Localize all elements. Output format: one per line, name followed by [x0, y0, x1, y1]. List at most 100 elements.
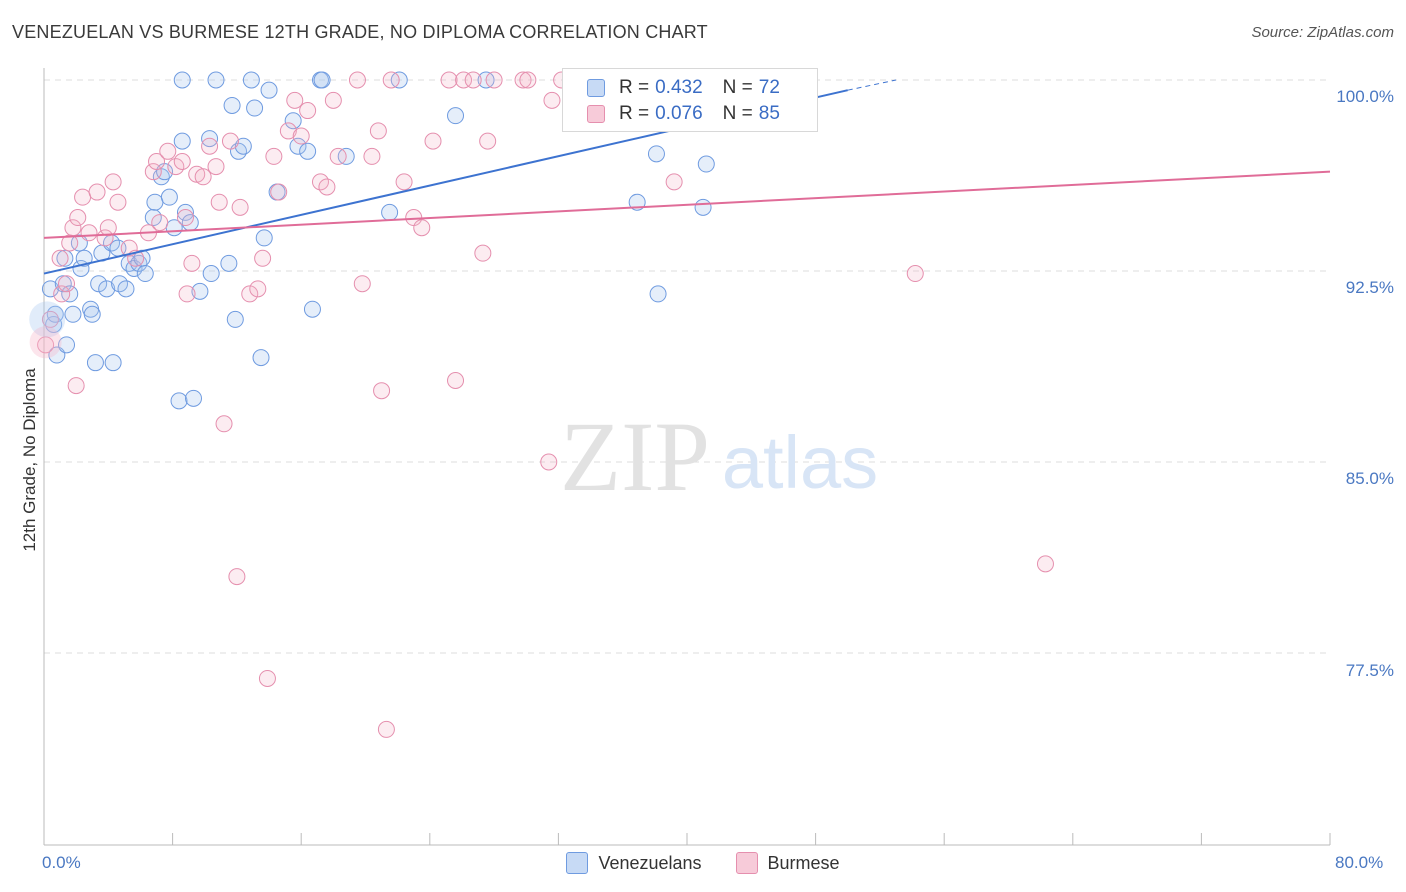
burmese-point — [318, 178, 336, 196]
burmese-point — [395, 173, 413, 191]
burmese-point — [479, 132, 497, 150]
venezuelan-point — [242, 71, 260, 89]
venezuelan-point — [173, 132, 191, 150]
bottom-legend-venezuelans[interactable]: Venezuelans — [566, 852, 702, 874]
venezuelan-point — [184, 389, 202, 407]
burmese-point — [369, 122, 387, 140]
watermark-atlas: atlas — [722, 421, 878, 504]
venezuelan-point — [173, 71, 191, 89]
venezuelan-point — [649, 285, 667, 303]
burmese-point — [514, 71, 532, 89]
burmese-point — [265, 147, 283, 165]
venezuelan-point — [299, 142, 317, 160]
venezuelan-point — [260, 81, 278, 99]
venezuelan-point — [246, 99, 264, 117]
venezuelan-point — [647, 145, 665, 163]
burmese-point — [455, 71, 473, 89]
burmese-point — [270, 183, 288, 201]
venezuelan-point — [226, 310, 244, 328]
burmese-point — [424, 132, 442, 150]
burmese-point — [279, 122, 297, 140]
venezuelan-point — [289, 137, 307, 155]
venezuelan-trend-extension — [847, 79, 897, 91]
source-label: Source: ZipAtlas.com — [1251, 24, 1394, 41]
burmese-point — [329, 147, 347, 165]
burmese-point — [348, 71, 366, 89]
burmese-point — [207, 158, 225, 176]
watermark: ZIP atlas — [560, 401, 878, 512]
burmese-point — [183, 254, 201, 272]
legend-r-value: 0.076 — [655, 103, 703, 124]
venezuelan-point — [136, 265, 154, 283]
burmese-point — [178, 285, 196, 303]
venezuelan-point — [41, 280, 59, 298]
venezuelan-point — [255, 229, 273, 247]
venezuelan-point — [176, 203, 194, 221]
venezuelan-point — [191, 282, 209, 300]
venezuelan-point — [220, 254, 238, 272]
burmese-point — [176, 209, 194, 227]
burmese-point — [215, 415, 233, 433]
legend-swatch-venezuelans — [587, 79, 605, 97]
burmese-point — [382, 71, 400, 89]
venezuelan-point — [697, 155, 715, 173]
legend-swatch-burmese — [735, 852, 758, 874]
grid-lines — [44, 79, 1330, 654]
venezuelan-point — [234, 137, 252, 155]
burmese-point — [144, 163, 162, 181]
venezuelan-point — [152, 168, 170, 186]
burmese-point — [377, 720, 395, 738]
burmese-point — [464, 71, 482, 89]
burmese-point — [363, 147, 381, 165]
venezuelan-point — [313, 71, 331, 89]
burmese-point — [159, 142, 177, 160]
burmese-point — [201, 137, 219, 155]
burmese-point — [254, 249, 272, 267]
burmese-point — [37, 336, 55, 354]
burmese-point — [210, 193, 228, 211]
burmese-point — [228, 568, 246, 586]
watermark-zip: ZIP — [560, 401, 710, 512]
burmese-point — [299, 102, 317, 120]
venezuelan-point — [207, 71, 225, 89]
burmese-point — [249, 280, 267, 298]
burmese-point — [51, 249, 69, 267]
burmese-point — [353, 275, 371, 293]
burmese-point — [120, 239, 138, 257]
burmese-point — [99, 219, 117, 237]
venezuelan-point — [86, 354, 104, 372]
chart-title: VENEZUELAN VS BURMESE 12TH GRADE, NO DIP… — [12, 22, 708, 42]
venezuelan-point — [104, 354, 122, 372]
venezuelan-point — [58, 336, 76, 354]
burmese-point — [109, 193, 127, 211]
burmese-point — [74, 188, 92, 206]
burmese-point — [519, 71, 537, 89]
venezuelan-point — [130, 254, 148, 272]
burmese-point — [58, 275, 76, 293]
burmese-point — [80, 224, 98, 242]
burmese-point — [292, 127, 310, 145]
venezuelan-point — [146, 193, 164, 211]
burmese-point — [474, 244, 492, 262]
x-tick-label: 0.0% — [42, 853, 81, 872]
y-tick-label: 77.5% — [1345, 661, 1394, 680]
venezuelan-point — [90, 275, 108, 293]
venezuelan-point — [381, 203, 399, 221]
data-points — [29, 71, 1054, 738]
legend-n-value: 85 — [758, 103, 780, 124]
venezuelan-point — [447, 107, 465, 125]
legend-swatch-burmese — [587, 105, 605, 123]
burmese-point — [665, 173, 683, 191]
burmese-point — [485, 71, 503, 89]
burmese-point — [906, 265, 924, 283]
venezuelan-point — [75, 249, 93, 267]
burmese-point — [69, 209, 87, 227]
bottom-legend-burmese[interactable]: Burmese — [735, 852, 840, 874]
legend-row-burmese: R = 0.076 N = 85 — [587, 102, 780, 126]
burmese-point — [231, 198, 249, 216]
burmese-point — [413, 219, 431, 237]
venezuelan-point — [46, 305, 64, 323]
axes — [43, 68, 1331, 846]
burmese-point — [258, 669, 276, 687]
venezuelan-point — [64, 305, 82, 323]
